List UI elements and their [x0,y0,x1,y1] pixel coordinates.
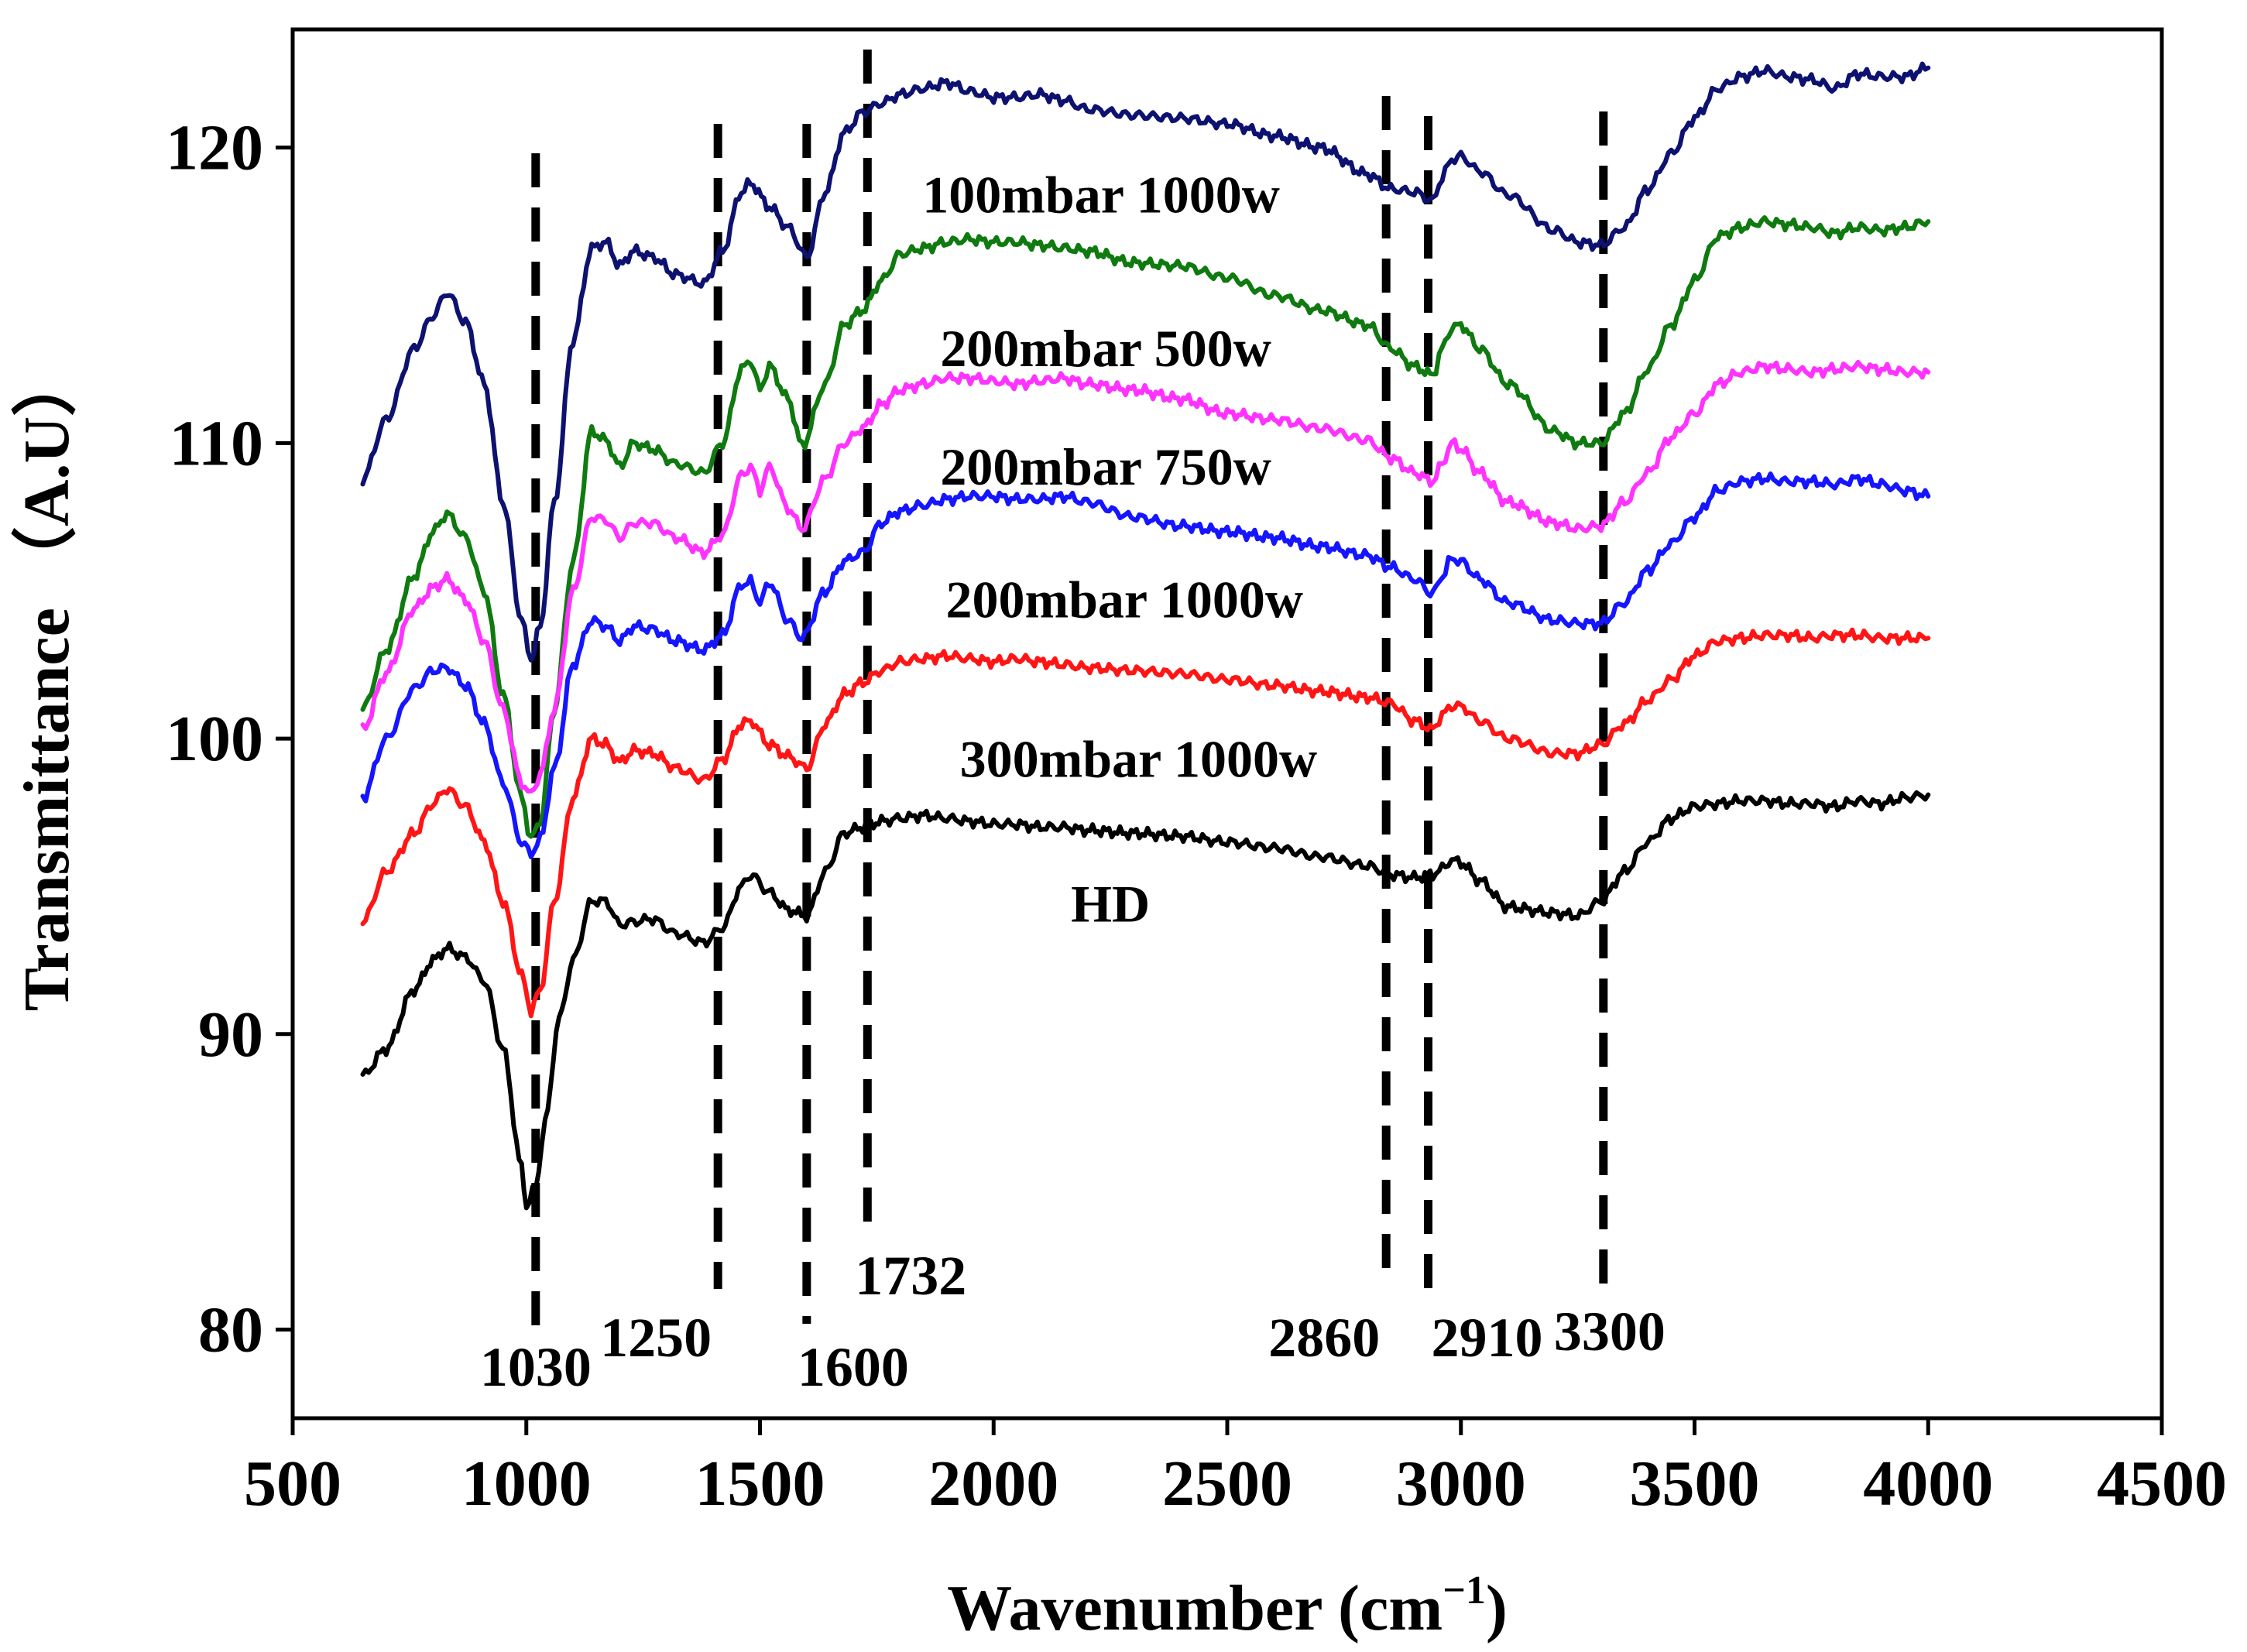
peak-label-1250: 1250 [600,1307,712,1369]
x-axis-title: Wavenumber (cm−1) [947,1568,1508,1644]
y-tick-label: 80 [198,1294,263,1366]
series-annotation: 200mbar 500w [940,319,1271,378]
peak-label-1732: 1732 [855,1245,966,1307]
peak-label-2860: 2860 [1268,1307,1380,1369]
series-annotation: 200mbar 1000w [945,571,1303,629]
series-line-100mbar-1000w [360,61,1931,663]
y-tick-label: 110 [170,407,263,479]
x-tick-label: 4000 [1863,1448,1993,1520]
x-tick-label: 500 [244,1448,341,1520]
series-line-200mbar-1000w [360,471,1931,859]
series-line-200mbar-500w [360,215,1931,839]
x-axis-title-close: ) [1486,1572,1508,1644]
peak-markers: 1030 1250 1600 1732 2860 2910 3300 [480,50,1666,1398]
x-axis-title-main: Wavenumber (cm [947,1572,1443,1644]
series-annotation: 100mbar 1000w [922,166,1280,224]
series-line-200mbar-750w [360,359,1931,793]
series-annotations: 100mbar 1000w 200mbar 500w 200mbar 750w 200… [922,166,1317,934]
x-tick-label: 3000 [1396,1448,1526,1520]
x-tick-label: 4500 [2097,1448,2227,1520]
series-lines [360,61,1931,1211]
x-tick-label: 1000 [461,1448,592,1520]
x-tick-label: 2500 [1162,1448,1292,1520]
peak-label-2910: 2910 [1432,1307,1543,1369]
x-axis-title-superscript: −1 [1443,1568,1486,1613]
plot-frame [290,27,2164,1421]
series-annotation: 200mbar 750w [940,437,1271,496]
series-line-300mbar-1000w [360,627,1931,1019]
peak-label-1030: 1030 [480,1336,592,1398]
x-tick-label: 2000 [928,1448,1058,1520]
series-annotation: 300mbar 1000w [960,730,1318,789]
y-tick-label: 120 [166,112,263,184]
series-line-hd [360,790,1931,1211]
x-tick-label: 1500 [695,1448,825,1520]
peak-label-1600: 1600 [798,1336,909,1398]
y-axis-title: Transmittance （A.U） [11,351,83,1011]
y-tick-label: 100 [166,703,263,775]
axis-ticks: 500 1000 1500 2000 2500 3000 3500 4000 4500 80 90 1… [166,112,2227,1520]
peak-label-3300: 3300 [1554,1301,1666,1362]
series-annotation: HD [1071,875,1150,934]
x-tick-label: 3500 [1630,1448,1760,1520]
y-tick-label: 90 [198,999,263,1071]
